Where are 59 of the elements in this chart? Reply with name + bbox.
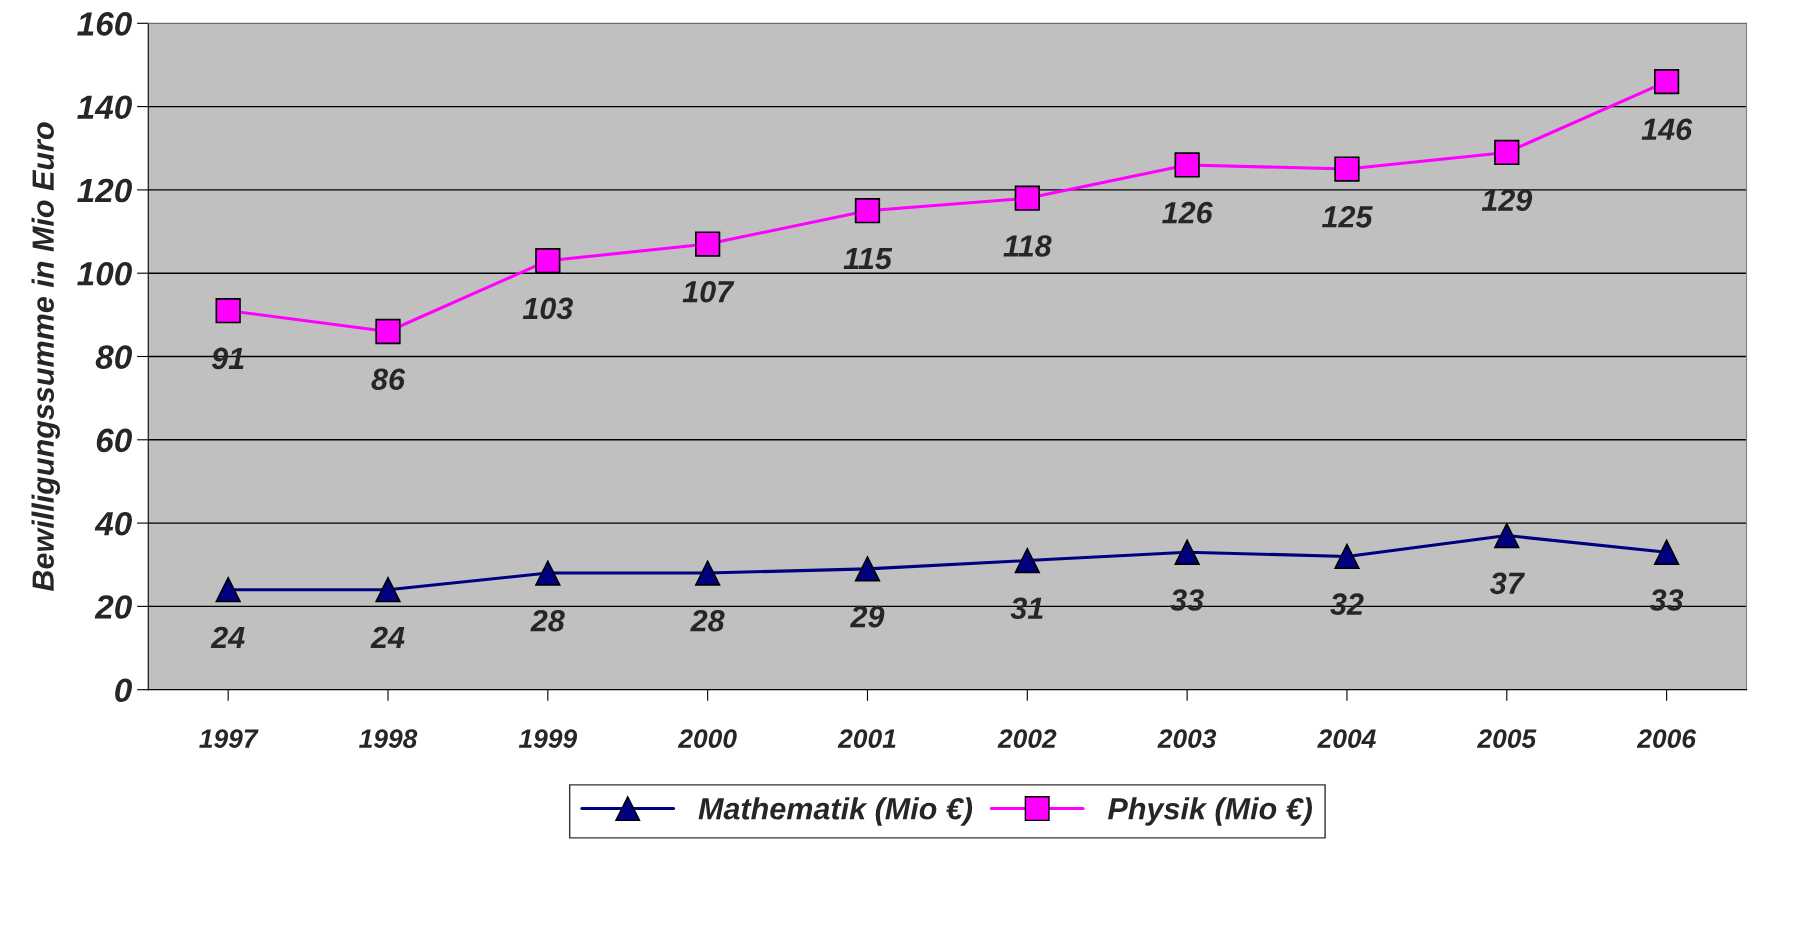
point <box>695 560 721 586</box>
data-label: 33 <box>1649 589 1684 611</box>
point <box>854 198 881 224</box>
data-label: 118 <box>1003 235 1052 257</box>
y-tick-label: 60 <box>96 428 132 453</box>
point <box>375 318 401 345</box>
x-tick-label: 1998 <box>359 729 418 748</box>
data-label: 24 <box>370 626 405 648</box>
point <box>1653 539 1680 565</box>
data-label: 33 <box>1170 589 1204 611</box>
point <box>1014 547 1040 574</box>
point <box>1174 539 1200 565</box>
point <box>695 231 721 257</box>
data-label: 24 <box>210 626 245 648</box>
data-label: 29 <box>850 605 885 628</box>
y-tick-label: 0 <box>115 678 132 703</box>
x-tick-label: 2000 <box>677 729 737 748</box>
point <box>1494 522 1520 549</box>
point <box>854 556 881 582</box>
x-tick-label: 2001 <box>837 729 896 748</box>
data-label: 129 <box>1481 189 1533 211</box>
data-label: 28 <box>690 609 725 632</box>
y-tick-label: 140 <box>77 95 132 119</box>
data-label: 126 <box>1162 201 1213 224</box>
y-tick-label: 40 <box>94 511 132 536</box>
x-tick-label: 2003 <box>1157 729 1217 748</box>
point <box>1174 152 1200 178</box>
data-label: 37 <box>1490 572 1525 595</box>
point <box>375 577 401 603</box>
y-tick-label: 80 <box>95 345 132 369</box>
data-label: 115 <box>843 247 893 270</box>
x-tick-label: 2005 <box>1477 729 1537 748</box>
data-label: 86 <box>371 368 406 391</box>
point <box>1494 139 1520 166</box>
data-label: 107 <box>682 280 735 303</box>
y-axis-title: Bewilligungssumme in Mio Euro <box>31 122 61 592</box>
point <box>1014 185 1040 211</box>
y-tick-label: 120 <box>77 178 132 203</box>
x-tick-label: 1997 <box>199 729 259 748</box>
point <box>535 560 561 586</box>
data-label: 28 <box>530 609 565 632</box>
legend-label: Physik (Mio €) <box>1108 797 1313 826</box>
x-tick-label: 2006 <box>1636 729 1697 748</box>
data-label: 146 <box>1641 118 1693 141</box>
data-label: 103 <box>522 297 573 320</box>
x-tick-label: 1999 <box>518 729 578 748</box>
y-tick-label: 160 <box>77 12 132 36</box>
y-tick-label: 100 <box>77 261 132 286</box>
point <box>1334 156 1360 182</box>
y-tick-label: 20 <box>94 595 132 619</box>
x-tick-label: 2002 <box>997 729 1057 748</box>
point <box>1334 543 1360 570</box>
point <box>215 577 241 603</box>
point <box>535 248 561 274</box>
point <box>1653 68 1680 95</box>
data-label: 125 <box>1321 205 1373 228</box>
point <box>215 298 241 324</box>
x-tick-label: 2004 <box>1317 729 1376 748</box>
legend-label: Mathematik (Mio €) <box>698 797 973 826</box>
